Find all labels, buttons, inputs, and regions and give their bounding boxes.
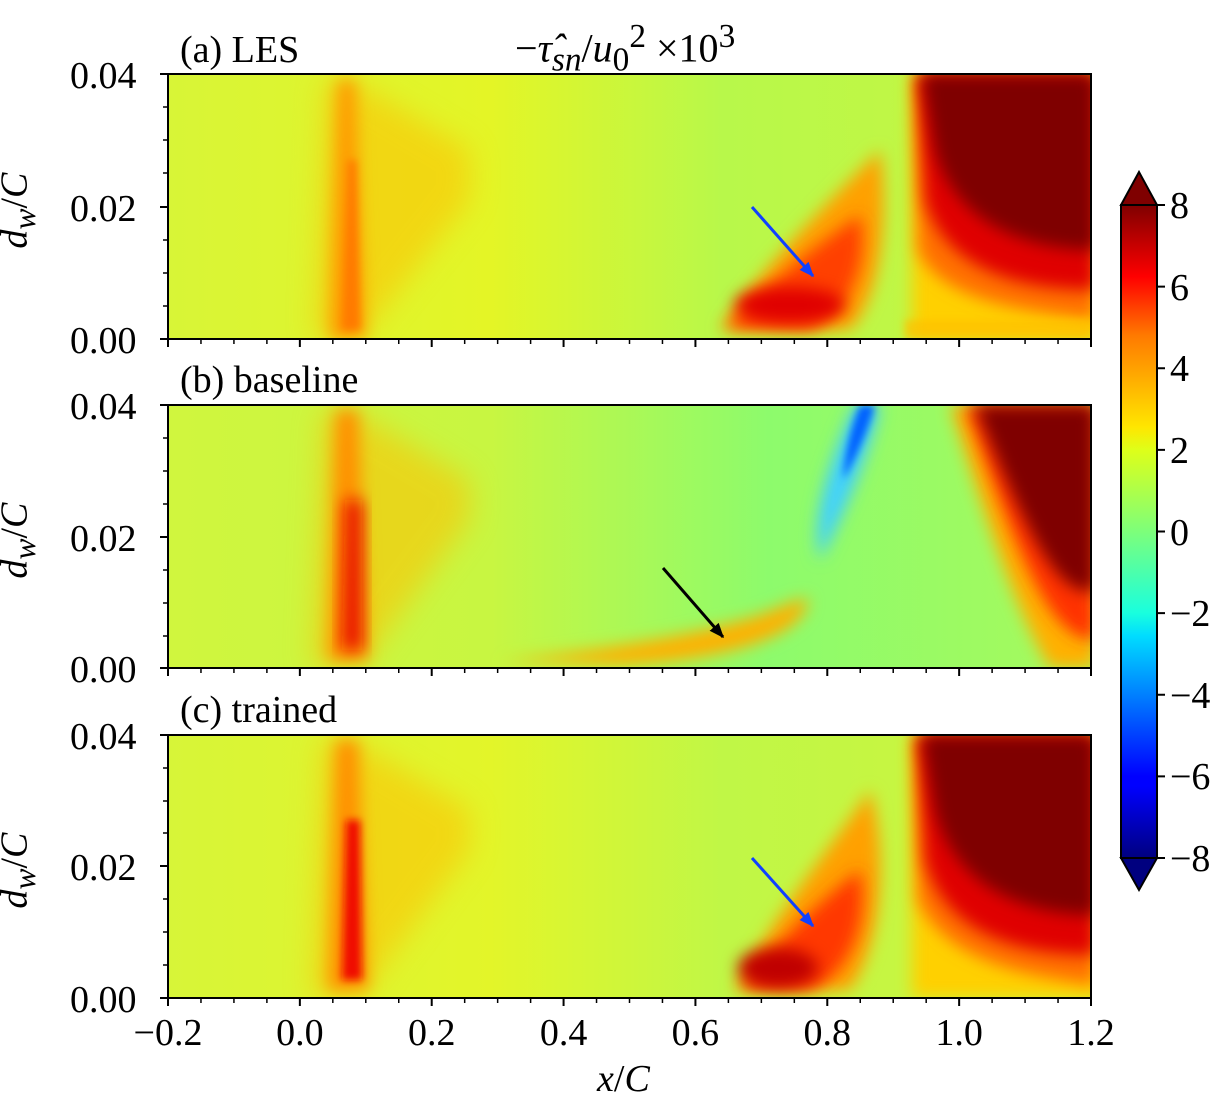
colorbar-tick-label: 0 bbox=[1170, 511, 1189, 554]
panel-label-baseline: (b) baseline bbox=[180, 359, 359, 401]
arrow-trained bbox=[750, 856, 815, 928]
ytick-label: 0.04 bbox=[70, 716, 137, 758]
xtick-label: 0.4 bbox=[539, 1012, 588, 1054]
heatmap-les bbox=[168, 74, 1091, 339]
colorbar-tick-label: −6 bbox=[1170, 756, 1211, 799]
y-axis-label-trained: dw/C bbox=[0, 833, 42, 909]
ytick-label: 0.00 bbox=[70, 320, 137, 362]
ytick-label: 0.00 bbox=[70, 979, 137, 1021]
ytick-label: 0.02 bbox=[70, 847, 137, 889]
xtick-label: 0.8 bbox=[803, 1012, 852, 1054]
panel-baseline bbox=[167, 404, 1092, 669]
colorbar-tick-label: 4 bbox=[1170, 348, 1189, 391]
ytick-label: 0.02 bbox=[70, 188, 137, 230]
arrow-baseline bbox=[661, 567, 725, 639]
xtick-label: 1.2 bbox=[1067, 1012, 1115, 1054]
figure-title: −τ̂sn/u02 ×103 bbox=[515, 18, 736, 79]
ytick-label: 0.02 bbox=[70, 518, 137, 560]
xtick-label: 0.6 bbox=[671, 1012, 720, 1054]
panel-trained bbox=[167, 734, 1092, 999]
colorbar-tick-label: −2 bbox=[1170, 593, 1211, 636]
panel-label-les: (a) LES bbox=[180, 29, 300, 71]
colorbar-gradient bbox=[1120, 204, 1158, 859]
colorbar-extend-max bbox=[1119, 169, 1159, 206]
xtick-label: 1.0 bbox=[935, 1012, 983, 1054]
y-axis-label-les: dw/C bbox=[0, 173, 42, 249]
xtick-label: −0.2 bbox=[133, 1012, 203, 1054]
x-tick-marks bbox=[167, 339, 1092, 1006]
minor-tick-marks bbox=[163, 106, 168, 966]
colorbar-tick-marks bbox=[1157, 204, 1165, 859]
xtick-label: 0.2 bbox=[407, 1012, 456, 1054]
panel-les bbox=[167, 73, 1092, 340]
colorbar-tick-label: 6 bbox=[1170, 266, 1189, 309]
heatmap-trained bbox=[168, 735, 1091, 998]
colorbar-tick-label: 8 bbox=[1170, 185, 1189, 227]
ytick-label: 0.00 bbox=[70, 649, 137, 691]
heatmap-baseline bbox=[168, 405, 1091, 668]
xtick-label: 0.0 bbox=[276, 1012, 324, 1054]
tick-marks bbox=[160, 73, 168, 999]
ytick-label: 0.04 bbox=[70, 386, 137, 428]
colorbar-extend-min bbox=[1119, 857, 1159, 893]
colorbar bbox=[1119, 169, 1165, 893]
colorbar-tick-label: −4 bbox=[1170, 674, 1211, 717]
colorbar-tick-label: 2 bbox=[1170, 429, 1189, 472]
y-axis-label-baseline: dw/C bbox=[0, 503, 42, 579]
arrows bbox=[661, 206, 815, 928]
x-axis-label: x/C bbox=[597, 1058, 650, 1100]
ytick-label: 0.04 bbox=[70, 55, 137, 97]
colorbar-tick-label: −8 bbox=[1170, 838, 1211, 880]
panel-label-trained: (c) trained bbox=[180, 689, 338, 731]
arrow-les bbox=[750, 206, 815, 278]
